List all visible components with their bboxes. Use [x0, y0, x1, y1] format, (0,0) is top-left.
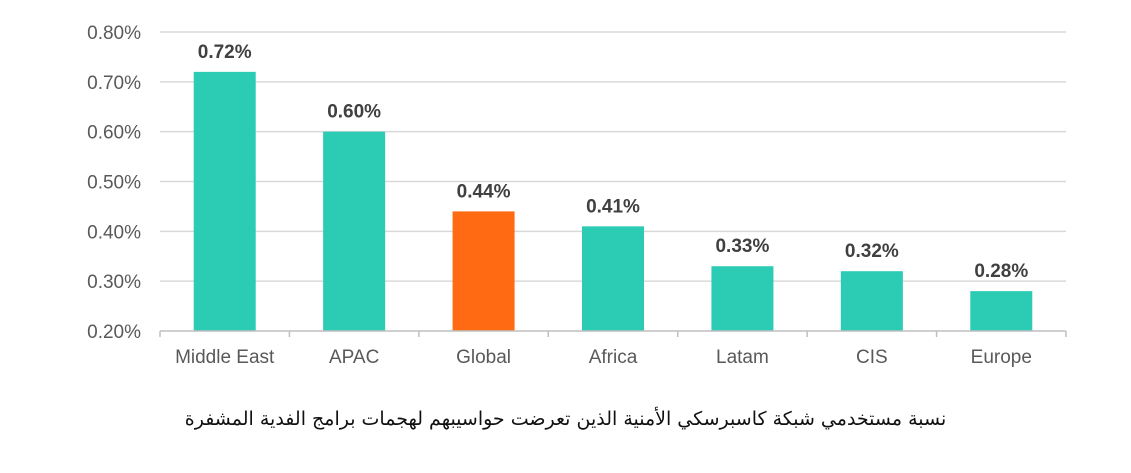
- bars: [193, 71, 1033, 331]
- bar: [582, 226, 644, 331]
- data-label: 0.33%: [715, 236, 769, 257]
- bar: [840, 271, 903, 331]
- x-axis: [159, 330, 1067, 337]
- x-tick-label: Middle East: [175, 347, 275, 368]
- x-tick-label: Latam: [716, 347, 769, 368]
- data-label: 0.44%: [457, 181, 511, 202]
- x-axis-ticks: Middle East APAC Global Africa Latam CIS Europ…: [175, 347, 1032, 368]
- bar-chart: 0.20% 0.30% 0.40% 0.50% 0.60% 0.70% 0.80% Midd…: [87, 23, 1067, 368]
- data-label: 0.32%: [845, 241, 899, 262]
- gridlines: [160, 31, 1066, 282]
- chart-caption: نسبة مستخدمي شبكة كاسبرسكي الأمنية الذين…: [184, 408, 947, 430]
- x-tick-label: Europe: [971, 347, 1032, 368]
- data-label: 0.72%: [198, 42, 252, 63]
- bar: [323, 131, 386, 331]
- x-tick-label: Africa: [589, 347, 638, 368]
- y-axis-ticks: 0.20% 0.30% 0.40% 0.50% 0.60% 0.70% 0.80%: [87, 23, 141, 343]
- x-tick-label: CIS: [856, 347, 888, 368]
- bar: [970, 291, 1033, 331]
- y-tick-label: 0.40%: [87, 222, 141, 243]
- bar: [193, 71, 256, 331]
- data-label: 0.41%: [586, 196, 640, 217]
- bar: [452, 211, 515, 331]
- y-tick-label: 0.50%: [87, 173, 141, 194]
- y-tick-label: 0.70%: [87, 73, 141, 94]
- y-tick-label: 0.80%: [87, 23, 141, 44]
- x-tick-label: APAC: [329, 347, 379, 368]
- x-tick-label: Global: [456, 347, 511, 368]
- bar: [711, 266, 774, 331]
- y-tick-label: 0.20%: [87, 322, 141, 343]
- data-label: 0.60%: [327, 102, 381, 123]
- data-labels: 0.72% 0.60% 0.44% 0.41% 0.33% 0.32% 0.28%: [198, 42, 1029, 282]
- y-tick-label: 0.60%: [87, 123, 141, 144]
- data-label: 0.28%: [974, 261, 1028, 282]
- y-tick-label: 0.30%: [87, 272, 141, 293]
